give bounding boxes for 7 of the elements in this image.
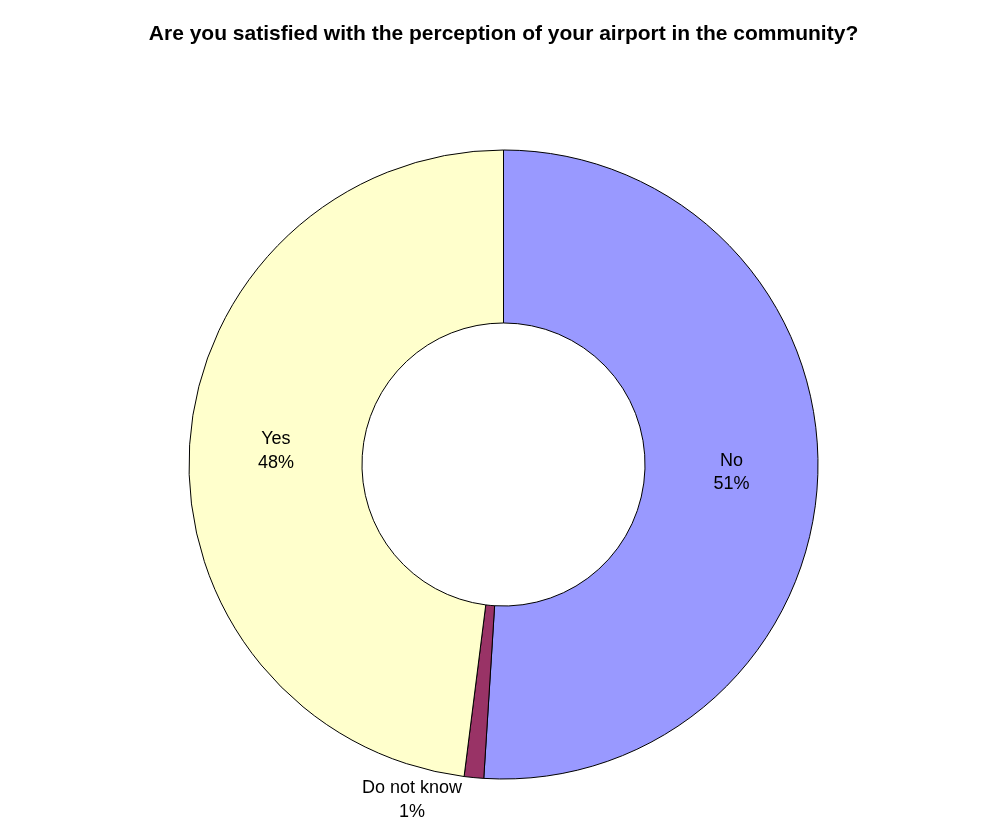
data-label: 48%	[257, 451, 294, 472]
slice-label: No	[719, 449, 743, 470]
data-label: 51%	[713, 473, 750, 494]
chart-title: Are you satisfied with the perception of your airport in the community?	[148, 20, 859, 44]
slice-label: Do not know	[362, 777, 464, 798]
slice-label: Yes	[261, 428, 291, 449]
data-label: 1%	[399, 800, 426, 821]
